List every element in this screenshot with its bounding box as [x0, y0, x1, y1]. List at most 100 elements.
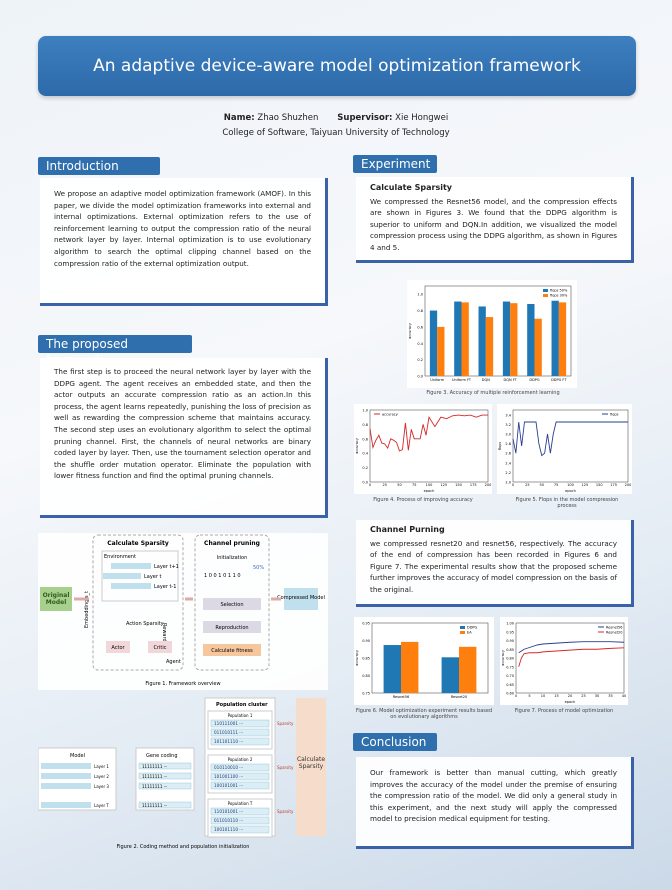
layer-label: Layer 2: [94, 774, 109, 779]
x-tick-label: Uniform: [430, 378, 445, 382]
legend-label: flops 30%: [550, 294, 568, 298]
layer-label: Layer 3: [94, 784, 109, 789]
legend-swatch: [460, 631, 465, 634]
layer-label: Layer t-1: [154, 584, 176, 590]
bar: [429, 310, 438, 376]
x-tick-label: 0: [515, 694, 517, 698]
reward-label: Reward: [161, 623, 167, 642]
sparsity-label: Sparsity: [277, 765, 294, 770]
plot-frame: [369, 409, 489, 483]
y-tick-label: 1.0: [417, 293, 423, 297]
population-code: 101101110 ···: [214, 739, 243, 744]
population-code-row: [210, 728, 270, 737]
bar: [441, 657, 459, 693]
bar: [478, 306, 486, 376]
population-label: Population 2: [228, 757, 253, 762]
gene-code: 11111111 ···: [142, 774, 167, 779]
legend-label: Resnet20: [606, 631, 622, 635]
series-line: [369, 414, 488, 452]
y-tick-label: 0.8: [362, 423, 368, 427]
channel-pruning-box: Channel Purning we compressed resnet20 a…: [356, 520, 634, 607]
x-tick-label: 75: [554, 483, 558, 487]
plot-frame: [515, 622, 625, 694]
selection-label: Selection: [220, 602, 243, 608]
calc-sparsity-subheading: Calculate Sparsity: [370, 183, 452, 192]
x-tick-label: 75: [412, 483, 416, 487]
embedding-label: Embedding s_t: [84, 591, 90, 628]
figure-3-caption: Figure 3. Accuracy of multiple reinforce…: [426, 390, 560, 396]
y-tick-label: 0.4: [417, 342, 423, 346]
y-tick-label: 0.2: [417, 358, 423, 362]
y-tick-label: 0.90: [506, 639, 514, 643]
affiliation: College of Software, Taiyuan University …: [222, 128, 450, 138]
x-tick-label: 15: [554, 694, 558, 698]
channel-pruning-subheading: Channel Purning: [370, 525, 445, 534]
y-axis-label: flops: [498, 442, 502, 451]
x-tick-label: DDPG: [529, 378, 540, 382]
x-tick-label: 25: [383, 483, 387, 487]
x-tick-label: 175: [470, 483, 477, 487]
framework-text: The first step is to proceed the neural …: [40, 358, 328, 518]
action-label: Action Sparsity: [126, 621, 164, 627]
y-tick-label: 0.90: [362, 639, 370, 643]
gene-code-row: [138, 762, 192, 770]
legend-swatch: [543, 294, 548, 297]
x-tick-label: Resnet56: [393, 695, 409, 699]
legend-label: Resnet56: [606, 626, 622, 630]
y-tick-label: 0.70: [506, 674, 514, 678]
population-code: 011010111 ···: [214, 730, 243, 735]
framework-heading: The proposed framwork: [38, 335, 192, 367]
population-cluster-label: Population cluster: [216, 702, 268, 708]
y-tick-label: 0.2: [362, 466, 368, 470]
population-code-row: [210, 825, 270, 834]
series-line: [518, 641, 625, 654]
supervisor-label: Supervisor:: [337, 113, 393, 123]
bar: [527, 304, 535, 376]
y-tick-label: 0.85: [362, 657, 370, 661]
gene-code-row: [138, 772, 192, 780]
figure-4: 0.0 0.2 0.4 0.6 0.8 1.0 accuracy 0 25 50 75 100 125 1…: [354, 404, 492, 494]
intro-heading: Introduction: [38, 157, 160, 175]
critic-label: Critic: [153, 645, 166, 651]
population-code-row: [210, 737, 270, 746]
channel-pruning-label: Channel pruning: [204, 540, 260, 547]
model-label: Model: [70, 753, 85, 759]
experiment-text-1: We compressed the Resnet56 model, and th…: [370, 196, 617, 252]
x-tick-label: 30: [595, 694, 599, 698]
legend-label: accuracy: [382, 413, 398, 417]
x-tick-label: DQN: [482, 378, 490, 382]
original-model-box: [40, 587, 72, 611]
gene-code: 11111111 ···: [142, 764, 167, 769]
layer-label: Layer 1: [94, 764, 109, 769]
conclusion-text: Our framework is better than manual cutt…: [356, 757, 634, 849]
x-tick-label: 200: [625, 483, 632, 487]
y-axis-label: accuracy: [501, 650, 505, 666]
x-tick-label: 0: [512, 483, 514, 487]
agent-label: Agent: [166, 659, 181, 665]
legend-label: DDPG: [467, 626, 478, 630]
population-code: 010110010 ···: [214, 765, 243, 770]
bar: [454, 301, 462, 376]
bar: [485, 317, 494, 376]
population-code-row: [210, 816, 270, 825]
bar: [401, 641, 419, 693]
x-tick-label: 5: [528, 694, 530, 698]
figure-7: 0.60 0.65 0.70 0.75 0.80 0.85 0.90 0.95 1.00 accu…: [500, 617, 628, 705]
y-tick-label: 0.95: [362, 622, 370, 626]
population-label: Population 1: [228, 713, 253, 718]
y-tick-label: 2.4: [505, 461, 511, 465]
population-label: Population T: [228, 801, 253, 806]
population-code-row: [210, 763, 270, 772]
compressed-model-label: Compressed Model: [277, 595, 325, 601]
x-tick-label: 150: [455, 483, 462, 487]
calc-sparsity-label: Calculate Sparsity: [107, 540, 169, 547]
population-code-row: [210, 772, 270, 781]
population-code: 110101001 ···: [214, 809, 243, 814]
figure-4-caption: Figure 4. Process of improving accuracy: [373, 497, 473, 503]
y-tick-label: 1.0: [362, 409, 368, 413]
y-tick-label: 0.75: [362, 692, 370, 696]
initialization-label: Initialization: [217, 555, 248, 561]
init-percent: 50%: [253, 565, 264, 571]
plot-frame: [424, 285, 572, 377]
y-tick-label: 2.8: [505, 442, 511, 446]
